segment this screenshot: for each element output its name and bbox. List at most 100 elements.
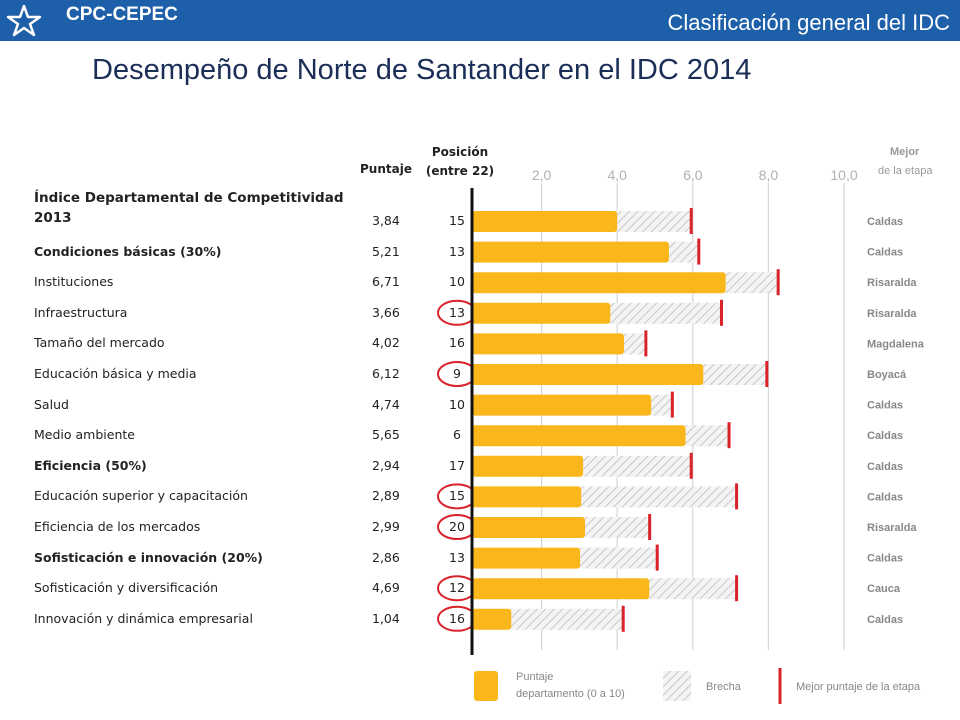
mejor-header-line1: Mejor [890, 146, 920, 158]
gap-bar [651, 394, 673, 416]
gap-bar [610, 302, 722, 324]
legend-best-label: Mejor puntaje de la etapa [796, 681, 921, 693]
row-label: Infraestructura [34, 304, 128, 320]
position-value: 10 [449, 274, 465, 290]
gap-bar [649, 578, 737, 600]
row-label: Tamaño del mercado [34, 335, 165, 351]
position-highlight-circle [437, 299, 477, 326]
score-bar [472, 394, 652, 416]
row-label: Salud [34, 396, 69, 412]
best-department: Cauca [867, 583, 901, 595]
gap-bar [580, 547, 658, 569]
score-bar [472, 547, 581, 569]
puntaje-header: Puntaje [360, 162, 412, 176]
legend-score-label-line2: departamento (0 a 10) [516, 688, 625, 700]
legend-score-label: Puntaje [516, 671, 553, 683]
position-value: 12 [449, 580, 465, 596]
position-value: 16 [449, 335, 465, 351]
x-tick-label: 2,0 [532, 167, 552, 183]
score-value: 5,21 [372, 243, 400, 259]
score-value: 2,89 [372, 488, 400, 504]
gap-bar [581, 486, 737, 508]
score-bar [472, 455, 584, 477]
gap-bar [623, 333, 646, 355]
position-value: 13 [449, 549, 465, 565]
score-value: 6,71 [372, 274, 400, 290]
posicion-header-line1: Posición [431, 145, 489, 159]
mejor-header-line2: de la etapa [878, 165, 933, 177]
row-label: Condiciones básicas (30%) [34, 243, 222, 259]
score-bar [472, 272, 726, 294]
gap-bar [703, 364, 767, 385]
legend-gap-swatch [663, 671, 691, 701]
row-label: Sofisticación y diversificación [34, 580, 219, 596]
best-department: Caldas [867, 216, 903, 228]
score-value: 6,12 [372, 366, 400, 381]
score-value: 2,99 [372, 519, 400, 534]
score-bar [472, 241, 669, 263]
position-value: 15 [449, 213, 465, 228]
page-title: Desempeño de Norte de Santander en el ID… [92, 54, 752, 86]
org-name: CPC-CEPEC [66, 4, 178, 25]
section-title: Clasificación general del IDC [667, 10, 950, 35]
best-department: Caldas [867, 491, 903, 503]
score-bar [472, 608, 512, 630]
score-value: 3,66 [372, 304, 400, 320]
position-value: 20 [449, 519, 465, 534]
score-bar [472, 578, 650, 600]
row-label: Medio ambiente [34, 427, 135, 443]
legend-score-swatch [474, 671, 498, 701]
score-value: 1,04 [372, 610, 400, 626]
position-value: 16 [449, 610, 465, 626]
score-bar [472, 517, 586, 538]
row-label: Eficiencia de los mercados [34, 519, 201, 534]
row-label: Eficiencia (50%) [34, 457, 147, 473]
position-value: 10 [449, 396, 465, 412]
position-value: 15 [449, 488, 465, 504]
position-highlight-circle [437, 483, 477, 510]
score-value: 4,74 [372, 396, 400, 412]
score-bar [472, 333, 624, 355]
gap-bar [725, 272, 779, 294]
gap-bar [511, 608, 624, 630]
position-value: 6 [453, 427, 461, 443]
row-label: Educación básica y media [34, 366, 197, 381]
x-tick-label: 4,0 [607, 167, 627, 183]
score-value: 3,84 [372, 213, 400, 228]
score-value: 2,86 [372, 549, 400, 565]
position-value: 13 [449, 304, 465, 320]
x-tick-label: 8,0 [759, 167, 779, 183]
best-department: Boyacá [867, 369, 907, 381]
row-label: Sofisticación e innovación (20%) [34, 549, 263, 565]
best-department: Caldas [867, 400, 903, 412]
score-value: 2,94 [372, 457, 400, 473]
position-highlight-circle [437, 575, 477, 602]
posicion-header-line2: (entre 22) [425, 164, 495, 178]
position-value: 17 [449, 457, 465, 473]
best-department: Risaralda [867, 308, 917, 320]
gap-bar [585, 517, 650, 538]
position-highlight-circle [437, 361, 477, 387]
best-department: Caldas [867, 553, 903, 565]
best-department: Risaralda [867, 277, 917, 289]
score-bar [472, 425, 686, 447]
score-bar [472, 302, 611, 324]
best-department: Caldas [867, 614, 903, 626]
best-department: Caldas [867, 461, 903, 473]
row-label: Educación superior y capacitación [34, 488, 248, 504]
position-highlight-circle [437, 514, 477, 540]
header-bar: CPC-CEPEC Clasificación general del IDC [0, 0, 960, 41]
position-highlight-circle [437, 605, 477, 632]
legend-gap-label: Brecha [706, 681, 742, 693]
score-value: 4,02 [372, 335, 400, 351]
gap-bar [617, 211, 692, 232]
score-value: 4,69 [372, 580, 400, 596]
position-value: 13 [449, 243, 465, 259]
position-value: 9 [453, 366, 461, 381]
star-logo-icon [6, 4, 42, 37]
row-label: Índice Departamental de Competitividad 2… [34, 190, 344, 226]
best-department: Risaralda [867, 522, 917, 534]
x-tick-label: 10,0 [830, 167, 857, 183]
row-label: Instituciones [34, 274, 114, 290]
